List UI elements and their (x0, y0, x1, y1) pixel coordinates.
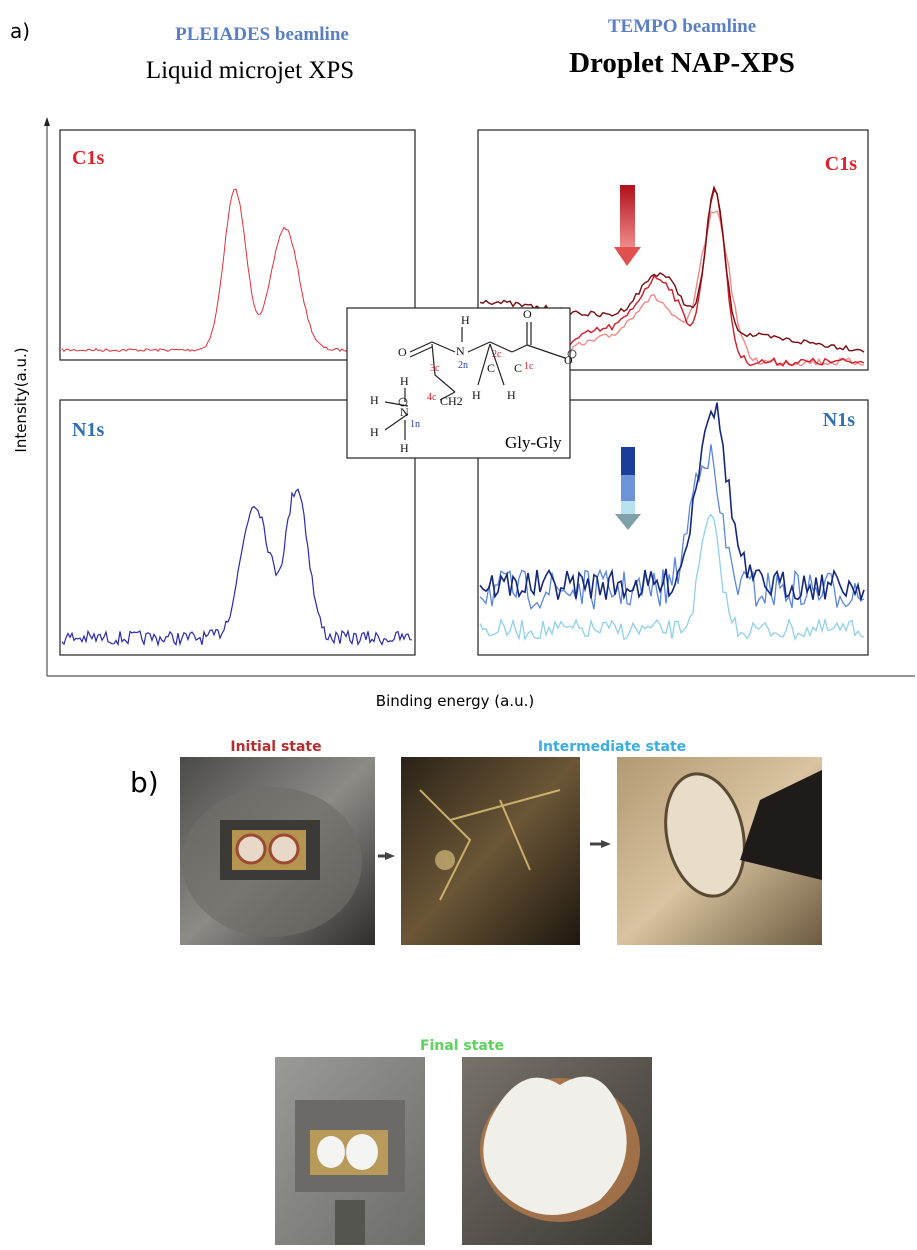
plot-label: N1s (823, 409, 855, 431)
panel-label: b) (130, 766, 159, 799)
panel-label: a) (10, 19, 30, 43)
spectrum (479, 513, 865, 642)
state-label: Intermediate state (538, 739, 686, 755)
atom: O (398, 345, 407, 359)
photo (180, 757, 375, 945)
charge (567, 349, 577, 359)
plot-label: N1s (72, 419, 104, 441)
x-axis-label: Binding energy (a.u.) (376, 692, 534, 710)
atom: O (564, 353, 573, 367)
arrow (621, 501, 635, 514)
arrow (601, 840, 611, 848)
arrow (615, 514, 641, 530)
spectrum (479, 402, 865, 603)
arrow (621, 475, 635, 501)
atom: H (400, 441, 409, 455)
site-label: 3c (430, 363, 440, 374)
atom: H (472, 388, 481, 402)
technique: Droplet NAP-XPS (569, 47, 795, 79)
atom: N (456, 344, 465, 358)
technique: Liquid microjet XPS (146, 57, 354, 84)
molecule-box (346, 307, 571, 459)
y-axis-label: Intensity(a.u.) (12, 347, 30, 452)
axis-arrow (44, 117, 50, 126)
arrow (621, 447, 635, 475)
charge (398, 397, 408, 407)
spectrum (61, 488, 413, 648)
site-label: 4c (427, 392, 437, 403)
photo (462, 1057, 652, 1245)
atom: H (400, 374, 409, 388)
state-label: Initial state (230, 739, 321, 755)
atom: H (370, 425, 379, 439)
bonds (384, 322, 566, 440)
molecule-name: Gly-Gly (505, 433, 562, 452)
atom: H (461, 313, 470, 327)
photo (617, 757, 822, 945)
site-label: 1n (410, 419, 420, 430)
plot-label: C1s (72, 147, 104, 169)
atom: C (487, 361, 495, 375)
atom: H (370, 393, 379, 407)
site-label: 2c (492, 349, 502, 360)
photo (275, 1057, 425, 1245)
arrow (620, 185, 635, 247)
atom: C (514, 361, 522, 375)
arrow (385, 852, 395, 860)
atom: H (507, 388, 516, 402)
site-label: 1c (524, 361, 534, 372)
site-label: 2n (458, 360, 468, 371)
beamline: PLEIADES beamline (175, 24, 349, 45)
plot-label: C1s (825, 153, 857, 175)
beamline: TEMPO beamline (608, 16, 756, 37)
atom: N (400, 405, 409, 419)
atom: CH2 (440, 394, 463, 408)
spectrum (479, 444, 865, 610)
arrow (614, 247, 641, 266)
photo (401, 757, 580, 945)
atom: O (523, 307, 532, 321)
state-label: Final state (420, 1038, 504, 1054)
